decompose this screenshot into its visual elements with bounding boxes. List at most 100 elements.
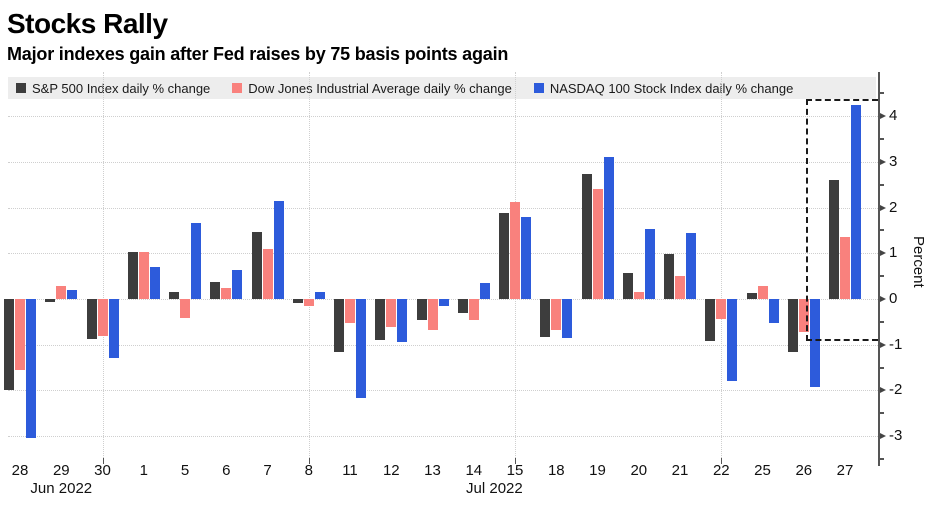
bar-2-26 <box>809 299 820 388</box>
y-axis-tick-minor <box>880 366 884 369</box>
x-tick-label: 5 <box>180 462 190 479</box>
bar-0-22 <box>705 299 716 341</box>
bar-0-13 <box>416 299 427 320</box>
bar-2-14 <box>479 282 490 299</box>
gridline-h <box>8 436 878 438</box>
bar-1-18 <box>551 299 562 331</box>
bar-2-8 <box>314 291 325 299</box>
y-tick-label: -2 <box>889 381 903 399</box>
x-tick-label: 8 <box>304 462 313 479</box>
bar-0-6 <box>210 282 221 299</box>
gridline-h <box>8 161 878 163</box>
legend-label: S&P 500 Index daily % change <box>32 80 211 96</box>
y-axis-tick-major <box>880 387 886 394</box>
bar-1-30 <box>97 299 108 336</box>
bar-2-1 <box>149 267 160 299</box>
x-tick-label: 30 <box>94 462 111 479</box>
bar-0-5 <box>169 291 179 299</box>
gridline-h <box>8 116 878 118</box>
chart-subtitle: Major indexes gain after Fed raises by 7… <box>7 44 509 64</box>
chart-title: Stocks Rally <box>7 8 168 39</box>
bar-2-5 <box>191 222 201 299</box>
bar-0-8 <box>292 299 303 303</box>
y-axis-tick-minor <box>880 92 884 95</box>
bar-0-12 <box>375 299 386 341</box>
bar-0-20 <box>622 272 633 299</box>
y-axis-tick-minor <box>880 412 884 415</box>
bar-1-26 <box>798 299 809 332</box>
y-axis-tick-minor <box>880 275 884 278</box>
bar-0-21 <box>664 254 674 299</box>
y-tick-label: 2 <box>889 198 898 216</box>
bar-2-6 <box>232 270 243 299</box>
y-axis-tick-minor <box>880 320 884 323</box>
x-tick-label: 26 <box>795 462 813 479</box>
x-tick-label: 13 <box>424 462 441 479</box>
bar-1-8 <box>303 299 314 307</box>
legend: S&P 500 Index daily % change Dow Jones In… <box>8 77 876 99</box>
x-tick-label: 15 <box>506 462 524 479</box>
bar-2-21 <box>686 233 696 299</box>
y-axis-tick-major <box>880 158 886 165</box>
bar-1-7 <box>262 248 273 299</box>
bar-0-14 <box>457 299 468 314</box>
x-month-label: Jul 2022 <box>466 480 523 497</box>
bar-2-18 <box>562 299 573 338</box>
bar-0-1 <box>127 251 138 299</box>
bar-0-11 <box>334 299 344 352</box>
x-tick-label: 14 <box>465 462 483 479</box>
x-tick-label: 6 <box>222 462 231 479</box>
bar-2-22 <box>727 299 738 381</box>
bar-1-19 <box>592 188 603 299</box>
gridline-v <box>721 72 723 458</box>
gridline-h <box>8 207 878 209</box>
bar-0-29 <box>45 299 56 303</box>
bar-1-6 <box>221 288 232 299</box>
bar-0-19 <box>581 174 592 299</box>
x-tick-label: 1 <box>139 462 148 479</box>
y-tick-label: 1 <box>889 244 898 262</box>
bar-1-22 <box>716 299 727 319</box>
y-axis-title: Percent <box>910 236 927 288</box>
bar-2-15 <box>521 216 531 299</box>
y-axis-tick-major <box>880 113 886 120</box>
x-tick-label: 28 <box>11 462 29 479</box>
x-month-label: Jun 2022 <box>30 480 93 497</box>
bar-1-1 <box>138 251 149 299</box>
y-axis-tick-minor <box>880 229 884 232</box>
x-tick-label: 20 <box>630 462 648 479</box>
legend-item-2: NASDAQ 100 Stock Index daily % change <box>533 80 794 96</box>
y-axis-tick-minor <box>880 138 884 140</box>
x-tick-label: 21 <box>671 462 689 479</box>
bar-1-21 <box>675 276 685 299</box>
bar-0-18 <box>540 299 551 337</box>
bar-2-13 <box>438 299 449 307</box>
x-tick-label: 27 <box>836 462 854 479</box>
bar-0-7 <box>251 231 262 299</box>
gridline-h <box>8 253 878 255</box>
x-tick-label: 18 <box>547 462 565 479</box>
bar-2-12 <box>397 299 408 343</box>
legend-item-0: S&P 500 Index daily % change <box>16 81 210 96</box>
bar-1-13 <box>427 299 438 330</box>
bar-2-20 <box>644 228 655 299</box>
bar-0-25 <box>746 293 757 299</box>
highlight-box <box>805 99 878 342</box>
bar-0-26 <box>787 299 798 352</box>
y-axis-tick-major <box>880 250 886 257</box>
x-tick-label: 12 <box>382 462 400 479</box>
x-tick-label: 22 <box>712 462 730 479</box>
y-axis-tick-major <box>880 433 886 440</box>
bar-0-28 <box>4 299 14 391</box>
x-axis-tick <box>721 458 723 464</box>
x-tick-label: 29 <box>52 462 70 479</box>
bar-2-25 <box>768 299 779 324</box>
bar-1-29 <box>56 286 67 299</box>
legend-label: NASDAQ 100 Stock Index daily % change <box>549 80 794 96</box>
x-tick-label: 11 <box>342 462 358 479</box>
bar-2-7 <box>273 200 284 299</box>
y-axis-tick-major <box>880 204 886 211</box>
x-tick-label: 19 <box>589 462 606 479</box>
gridline-v <box>102 72 104 458</box>
